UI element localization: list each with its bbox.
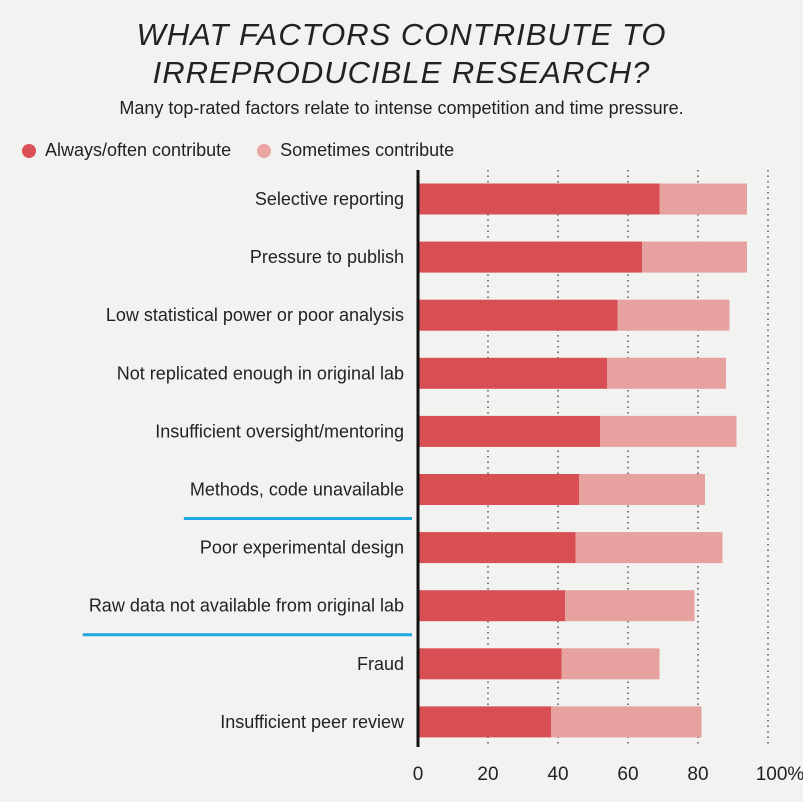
category-label: Low statistical power or poor analysis <box>106 305 404 325</box>
legend-swatch-sometimes <box>257 143 272 158</box>
bar-texture <box>418 706 702 738</box>
bar-texture <box>418 590 695 622</box>
bar-texture <box>418 299 730 331</box>
bar-texture <box>418 474 705 505</box>
bar-texture <box>418 415 737 447</box>
x-tick-label: 20 <box>477 764 498 785</box>
bar-texture <box>418 648 660 680</box>
category-label: Pressure to publish <box>250 247 404 267</box>
category-label: Not replicated enough in original lab <box>117 363 404 383</box>
x-tick-label: 80 <box>687 764 708 785</box>
chart-subtitle: Many top-rated factors relate to intense… <box>119 98 684 118</box>
bar-texture <box>418 241 747 273</box>
bar-texture <box>418 357 726 389</box>
legend-item-always: Always/often contribute <box>22 140 231 161</box>
category-label: Selective reporting <box>255 189 404 209</box>
category-label: Insufficient peer review <box>220 712 405 732</box>
x-tick-label: 60 <box>617 764 638 785</box>
chart-title-line-2: IRREPRODUCIBLE RESEARCH? <box>152 55 651 90</box>
category-label: Poor experimental design <box>200 538 404 558</box>
x-tick-label: 100% <box>756 764 803 785</box>
legend-swatch-always <box>22 143 36 158</box>
legend: Always/often contribute Sometimes contri… <box>22 140 480 161</box>
category-label: Methods, code unavailable <box>190 480 404 500</box>
category-label: Insufficient oversight/mentoring <box>155 421 404 441</box>
legend-label-sometimes: Sometimes contribute <box>280 140 455 160</box>
category-label: Fraud <box>357 654 404 674</box>
legend-item-sometimes: Sometimes contribute <box>257 140 454 161</box>
chart-title-line-1: WHAT FACTORS CONTRIBUTE TO <box>136 17 667 52</box>
x-tick-label: 0 <box>413 764 424 785</box>
category-label: Raw data not available from original lab <box>89 596 404 616</box>
bar-texture <box>418 183 747 215</box>
x-tick-label: 40 <box>547 764 568 785</box>
legend-label-always: Always/often contribute <box>45 140 232 160</box>
bar-texture <box>418 532 723 564</box>
